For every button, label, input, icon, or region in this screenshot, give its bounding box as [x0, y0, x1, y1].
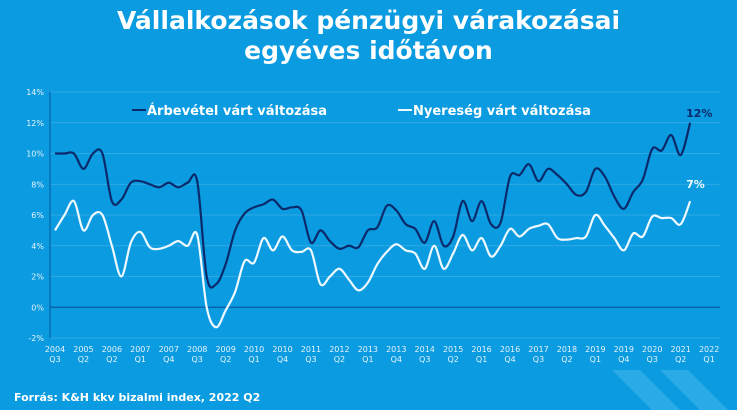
- y-tick-label: -2%: [28, 334, 44, 343]
- x-tick-label: Q1: [476, 355, 487, 364]
- x-tick-label: Q2: [561, 355, 572, 364]
- y-tick-label: 8%: [31, 180, 44, 189]
- chart-title-line2: egyéves időtávon: [244, 36, 493, 65]
- x-tick-label: 2013: [386, 345, 406, 354]
- x-tick-label: 2016: [500, 345, 520, 354]
- x-tick-label: 2021: [671, 345, 691, 354]
- x-tick-label: Q2: [78, 355, 89, 364]
- legend-label: Árbevétel várt változása: [147, 103, 327, 119]
- x-tick-label: Q1: [362, 355, 373, 364]
- x-tick-label: 2017: [528, 345, 548, 354]
- y-tick-label: 12%: [26, 119, 44, 128]
- chart-title-line1: Vállalkozások pénzügyi várakozásai: [116, 6, 621, 35]
- x-tick-label: Q4: [163, 355, 174, 364]
- x-tick-label: Q2: [106, 355, 117, 364]
- x-tick-label: 2019: [585, 345, 605, 354]
- x-tick-label: 2007: [159, 345, 179, 354]
- x-tick-label: Q1: [703, 355, 714, 364]
- x-tick-label: 2015: [443, 345, 463, 354]
- chevron-decoration: [612, 370, 680, 410]
- x-tick-label: Q2: [675, 355, 686, 364]
- end-value-label: 7%: [686, 178, 705, 191]
- x-tick-label: Q1: [135, 355, 146, 364]
- x-tick-label: 2022: [699, 345, 719, 354]
- x-tick-label: 2004: [45, 345, 65, 354]
- x-tick-label: 2010: [244, 345, 264, 354]
- x-tick-label: Q3: [192, 355, 203, 364]
- x-tick-label: Q1: [590, 355, 601, 364]
- source-note: Forrás: K&H kkv bizalmi index, 2022 Q2: [14, 391, 261, 404]
- end-value-label: 12%: [686, 107, 712, 120]
- y-tick-label: 14%: [26, 88, 44, 97]
- x-tick-label: Q2: [447, 355, 458, 364]
- x-tick-label: 2012: [329, 345, 349, 354]
- x-tick-label: Q4: [277, 355, 288, 364]
- x-tick-label: 2011: [301, 345, 321, 354]
- x-tick-label: 2007: [130, 345, 150, 354]
- x-tick-label: 2013: [358, 345, 378, 354]
- x-tick-label: Q2: [220, 355, 231, 364]
- chart-title: Vállalkozások pénzügyi várakozásai egyév…: [0, 6, 737, 66]
- x-tick-label: 2020: [642, 345, 662, 354]
- x-tick-label: 2018: [557, 345, 577, 354]
- series-line-profit: [54, 199, 692, 329]
- chevron-decoration: [660, 370, 728, 410]
- legend-label: Nyereség várt változása: [413, 104, 591, 119]
- x-tick-label: Q3: [533, 355, 544, 364]
- x-tick-label: 2014: [415, 345, 435, 354]
- x-tick-label: 2010: [272, 345, 292, 354]
- x-tick-label: Q2: [334, 355, 345, 364]
- x-tick-label: 2005: [73, 345, 93, 354]
- x-tick-label: Q3: [647, 355, 658, 364]
- x-tick-label: Q3: [305, 355, 316, 364]
- y-tick-label: 6%: [31, 211, 44, 220]
- x-tick-label: 2016: [471, 345, 491, 354]
- x-tick-label: 2008: [187, 345, 207, 354]
- y-tick-label: 10%: [26, 150, 44, 159]
- x-tick-label: Q1: [248, 355, 259, 364]
- x-tick-label: 2006: [102, 345, 122, 354]
- x-tick-label: Q3: [49, 355, 60, 364]
- x-tick-label: 2009: [215, 345, 235, 354]
- y-tick-label: 2%: [31, 273, 44, 282]
- x-tick-label: Q4: [618, 355, 629, 364]
- series-line-revenue: [54, 122, 692, 289]
- x-tick-label: Q4: [391, 355, 402, 364]
- y-tick-label: 0%: [31, 303, 44, 312]
- y-tick-label: 4%: [31, 242, 44, 251]
- x-tick-label: Q3: [419, 355, 430, 364]
- x-tick-label: Q4: [504, 355, 515, 364]
- x-tick-label: 2019: [614, 345, 634, 354]
